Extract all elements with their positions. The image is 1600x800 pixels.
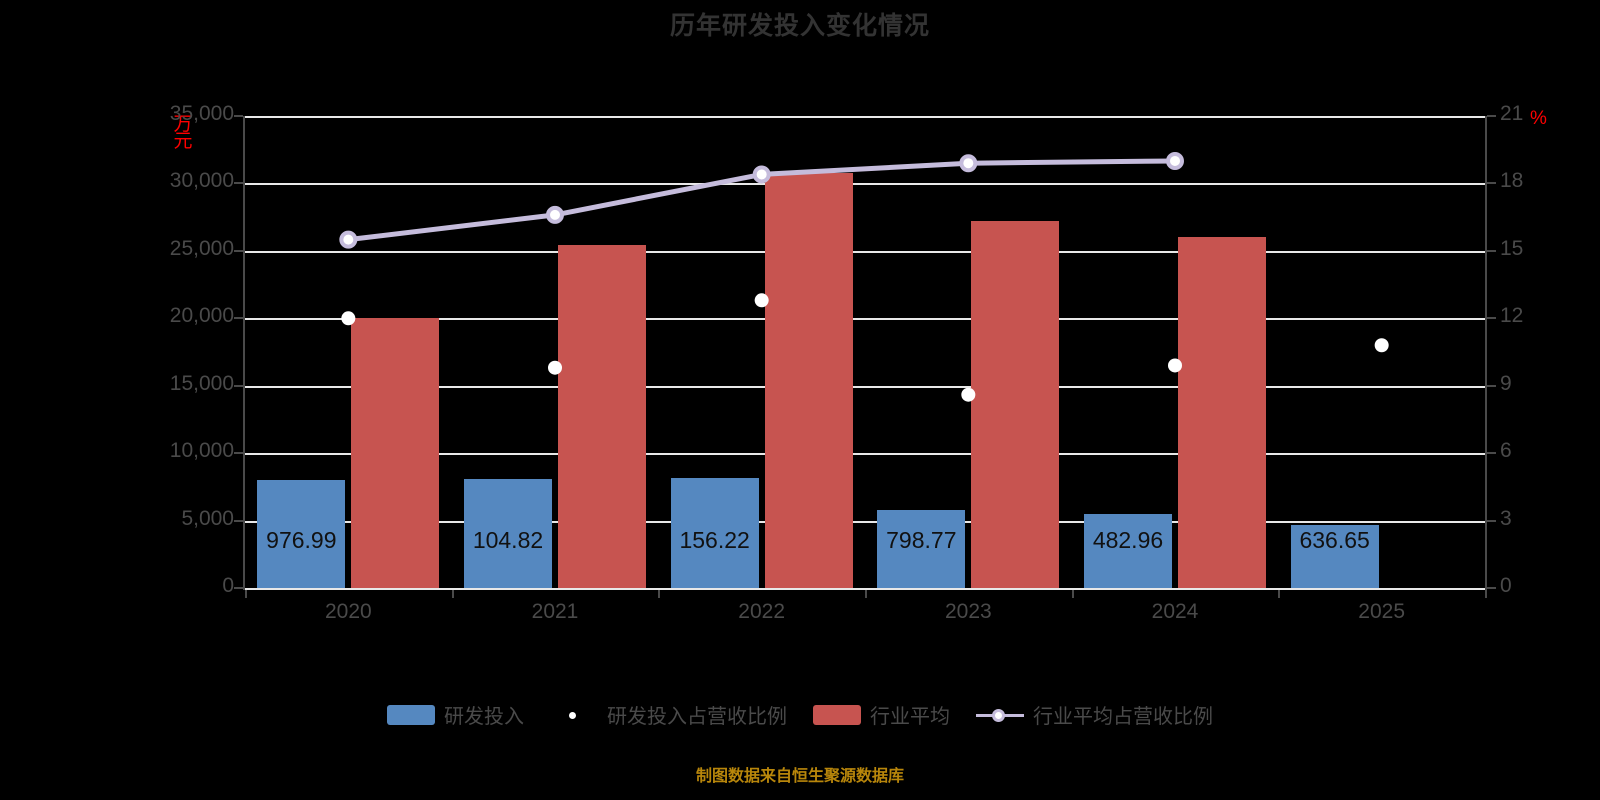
x-axis-tick-label: 2024 bbox=[1151, 600, 1199, 623]
right-axis-tick-mark bbox=[1487, 249, 1496, 252]
point-研发投入占营收比例-2025[interactable] bbox=[1374, 338, 1389, 353]
left-axis-tick-mark bbox=[234, 587, 243, 589]
bar-研发投入-2021[interactable] bbox=[464, 478, 552, 588]
right-axis-tick-label: 18 bbox=[1500, 169, 1524, 193]
legend-label: 行业平均 bbox=[870, 706, 950, 728]
left-axis-unit-char: 元 bbox=[173, 131, 193, 152]
point-行业平均占营收比例-2020[interactable] bbox=[339, 230, 358, 249]
left-axis-tick-label: 35,000 bbox=[169, 102, 234, 125]
bar-value-label: 482.96 bbox=[1092, 526, 1164, 553]
gridline bbox=[245, 385, 1485, 388]
left-axis-tick-mark bbox=[234, 115, 243, 117]
gridline bbox=[245, 183, 1485, 186]
legend-swatch-rd-investment bbox=[387, 704, 435, 725]
left-axis-tick-mark bbox=[234, 182, 243, 185]
plot-area: 976.99 104.82 156.22 798.77 482.96 636.65 bbox=[245, 116, 1485, 590]
gridline bbox=[245, 520, 1485, 523]
gridline bbox=[245, 250, 1485, 253]
bar-value-label: 156.22 bbox=[679, 526, 750, 553]
legend-item-industry-average[interactable]: 行业平均 bbox=[813, 700, 950, 729]
left-axis-tick-mark bbox=[234, 384, 243, 387]
x-axis-tick-mark bbox=[1485, 589, 1487, 598]
legend-swatch-industry-average bbox=[813, 704, 861, 725]
bar-研发投入-2020[interactable] bbox=[257, 480, 346, 588]
right-axis-line bbox=[1485, 116, 1487, 590]
bar-value-label: 798.77 bbox=[886, 526, 957, 553]
right-axis-tick-label: 0 bbox=[1500, 574, 1512, 597]
bar-value-label: 104.82 bbox=[472, 526, 544, 553]
right-axis-tick-label: 12 bbox=[1500, 304, 1524, 328]
bar-行业平均-2021[interactable] bbox=[558, 245, 646, 588]
legend: 研发投入 研发投入占营收比例 行业平均 行业平均占营收比例 bbox=[0, 700, 1600, 729]
x-axis-tick-label: 2025 bbox=[1358, 600, 1406, 623]
x-axis-tick-label: 2023 bbox=[944, 600, 992, 623]
chart-title: 历年研发投入变化情况 bbox=[669, 12, 930, 40]
right-axis-tick-label: 3 bbox=[1500, 506, 1512, 530]
bar-行业平均-2023[interactable] bbox=[971, 221, 1060, 588]
bar-行业平均-2024[interactable] bbox=[1178, 237, 1266, 588]
left-axis-tick-label: 10,000 bbox=[169, 439, 234, 463]
bar-行业平均-2020[interactable] bbox=[351, 318, 440, 588]
bar-value-label: 976.99 bbox=[266, 526, 337, 553]
gridline bbox=[245, 588, 1485, 590]
x-axis-tick-mark bbox=[245, 589, 247, 598]
right-axis-tick-mark bbox=[1487, 115, 1496, 117]
bar-value-label: 636.65 bbox=[1299, 526, 1370, 553]
left-axis-tick-label: 25,000 bbox=[169, 236, 234, 260]
left-axis-tick-label: 5,000 bbox=[181, 506, 234, 530]
point-行业平均占营收比例-2021[interactable] bbox=[546, 205, 564, 224]
x-axis-tick-mark bbox=[1278, 589, 1281, 598]
x-axis-tick-label: 2022 bbox=[738, 600, 786, 623]
left-axis-tick-label: 0 bbox=[222, 574, 234, 597]
bar-研发投入-2023[interactable] bbox=[877, 509, 966, 588]
right-axis-tick-mark bbox=[1487, 182, 1496, 185]
legend-item-industry-average-ratio[interactable]: 行业平均占营收比例 bbox=[976, 700, 1213, 729]
bar-研发投入-2022[interactable] bbox=[670, 478, 759, 588]
left-axis-tick-mark bbox=[234, 519, 243, 522]
left-axis-unit-char: 万 bbox=[173, 114, 193, 135]
left-axis-tick-mark bbox=[234, 317, 243, 320]
right-axis-tick-label: 21 bbox=[1500, 102, 1524, 125]
gridline bbox=[245, 318, 1485, 321]
right-axis-tick-mark bbox=[1487, 317, 1496, 320]
point-行业平均占营收比例-2023[interactable] bbox=[959, 154, 978, 173]
legend-label: 研发投入 bbox=[444, 706, 524, 728]
legend-item-rd-investment[interactable]: 研发投入 bbox=[387, 700, 524, 729]
x-axis-tick-label: 2020 bbox=[324, 600, 372, 623]
right-axis-unit-label: % bbox=[1530, 108, 1547, 129]
x-axis-tick-mark bbox=[451, 589, 454, 598]
gridline bbox=[245, 453, 1485, 456]
left-axis-tick-mark bbox=[234, 452, 243, 455]
x-axis-tick-mark bbox=[865, 589, 867, 598]
left-axis-tick-label: 30,000 bbox=[169, 169, 234, 193]
x-axis-tick-label: 2021 bbox=[531, 600, 579, 623]
gridline bbox=[245, 116, 1485, 118]
left-axis-unit-label: 万元 bbox=[172, 114, 194, 152]
right-axis-tick-label: 9 bbox=[1500, 371, 1512, 395]
legend-swatch-rd-ratio bbox=[550, 705, 598, 725]
right-axis-tick-mark bbox=[1487, 452, 1496, 455]
legend-swatch-industry-average-ratio bbox=[976, 705, 1024, 725]
legend-line-marker bbox=[566, 708, 579, 722]
right-axis-tick-mark bbox=[1487, 384, 1496, 387]
right-axis-tick-mark bbox=[1487, 519, 1496, 522]
x-axis-tick-mark bbox=[1071, 589, 1074, 598]
right-axis-tick-mark bbox=[1487, 587, 1496, 589]
left-axis-tick-label: 20,000 bbox=[169, 304, 234, 328]
left-axis-line bbox=[243, 116, 245, 590]
legend-item-rd-ratio[interactable]: 研发投入占营收比例 bbox=[550, 700, 787, 729]
right-axis-tick-label: 15 bbox=[1500, 236, 1524, 260]
right-axis-tick-label: 6 bbox=[1500, 439, 1512, 463]
point-行业平均占营收比例-2024[interactable] bbox=[1166, 151, 1184, 170]
left-axis-tick-mark bbox=[234, 249, 243, 252]
bar-研发投入-2025[interactable] bbox=[1290, 525, 1379, 588]
legend-label: 研发投入占营收比例 bbox=[607, 706, 787, 728]
footer-note: 制图数据来自恒生聚源数据库 bbox=[695, 768, 904, 785]
legend-line-marker bbox=[992, 708, 1005, 722]
bar-研发投入-2024[interactable] bbox=[1084, 514, 1172, 588]
legend-label: 行业平均占营收比例 bbox=[1033, 706, 1213, 728]
x-axis-tick-mark bbox=[658, 589, 661, 598]
left-axis-tick-label: 15,000 bbox=[169, 371, 234, 395]
